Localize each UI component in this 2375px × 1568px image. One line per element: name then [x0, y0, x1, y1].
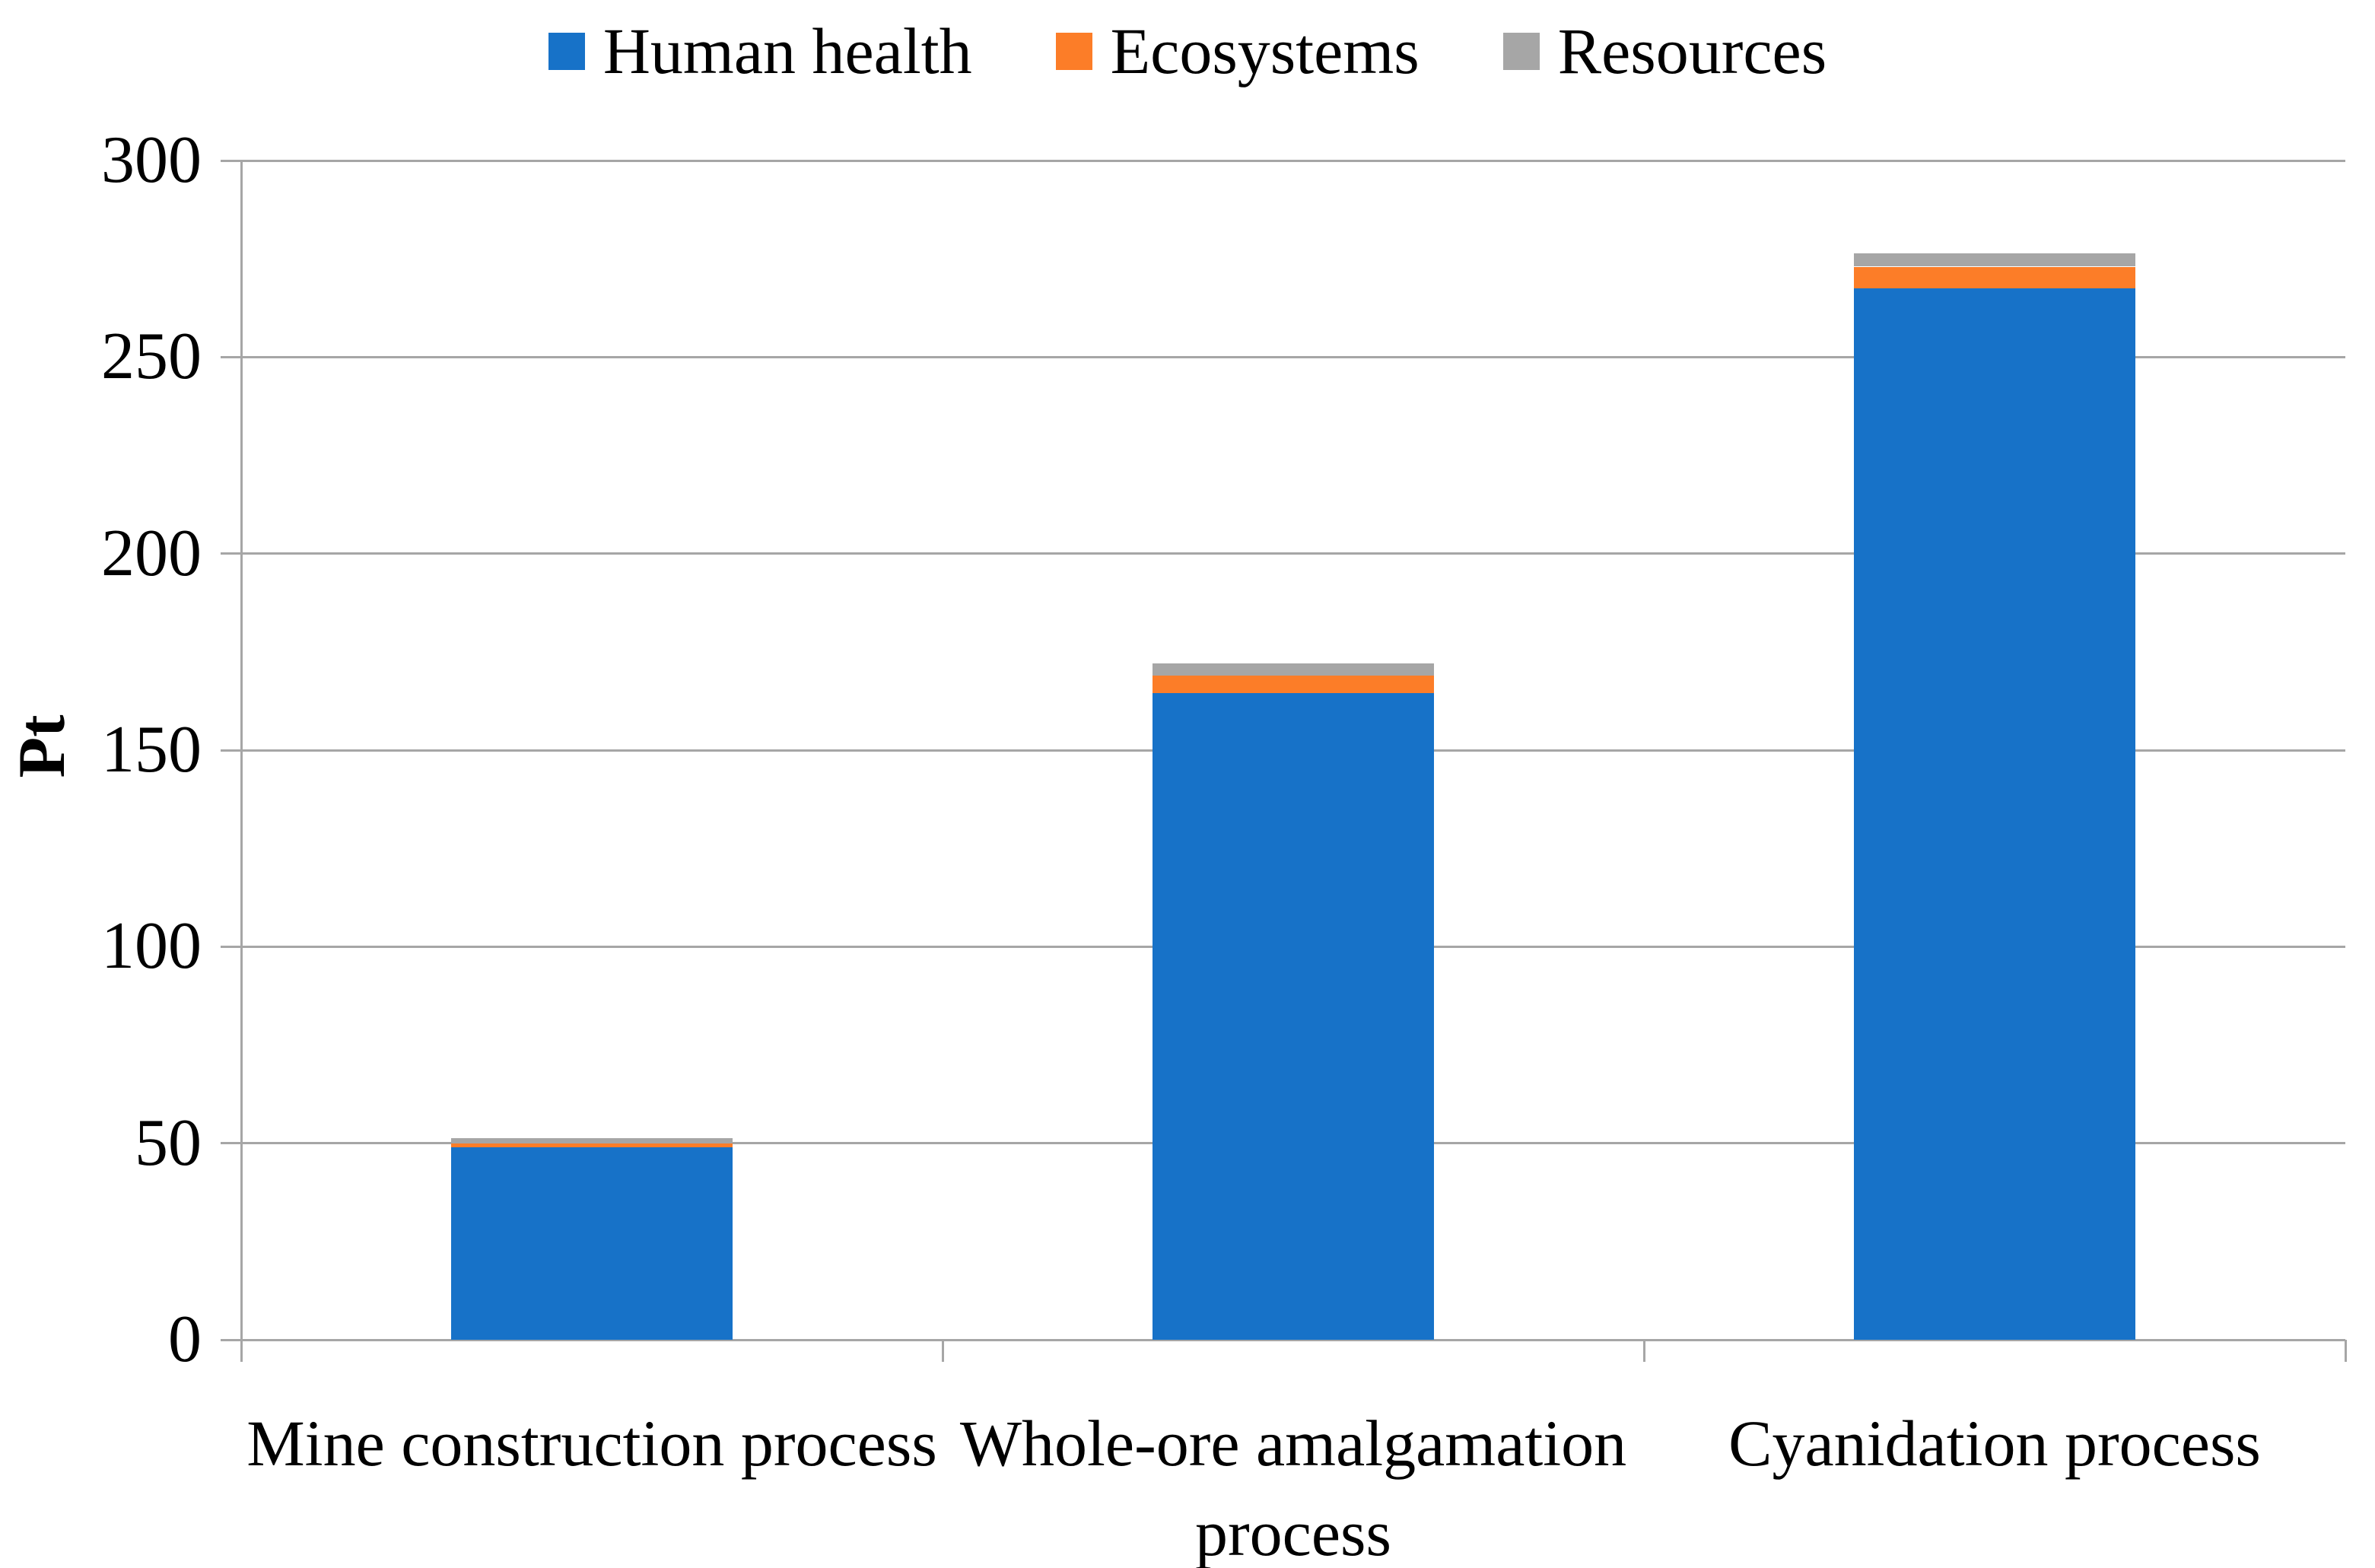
chart-legend: Human health Ecosystems Resources — [0, 18, 2375, 84]
bar-segment-human-health-cat3 — [1854, 288, 2135, 1340]
y-tick-label-300: 300 — [101, 123, 202, 197]
legend-item-ecosystems: Ecosystems — [1055, 14, 1420, 87]
legend-item-resources: Resources — [1502, 14, 1827, 87]
legend-swatch-human-health — [548, 32, 585, 70]
y-tick-label-50: 50 — [135, 1105, 202, 1180]
x-axis-tick — [941, 1340, 944, 1362]
bar-segment-human-health-cat2 — [1153, 693, 1434, 1340]
gridline-0 — [221, 1338, 2345, 1341]
x-category-label-1: Mine construction process — [246, 1407, 937, 1480]
y-tick-label-100: 100 — [101, 909, 202, 984]
legend-label: Resources — [1557, 14, 1827, 87]
y-tick-label-0: 0 — [168, 1302, 202, 1376]
gridline-300 — [221, 159, 2345, 162]
bar-segment-resources-cat2 — [1153, 663, 1434, 676]
bar-segment-human-health-cat1 — [451, 1147, 733, 1340]
bar-segment-ecosystems-cat1 — [451, 1143, 733, 1147]
legend-label: Ecosystems — [1110, 14, 1420, 87]
y-axis-line — [240, 161, 243, 1362]
bar-segment-resources-cat3 — [1854, 253, 2135, 267]
x-category-label-3: Cyanidation process — [1728, 1407, 2261, 1480]
bar-segment-ecosystems-cat3 — [1854, 266, 2135, 288]
y-tick-label-250: 250 — [101, 320, 202, 394]
x-category-label-2: Whole-ore amalgamation process — [959, 1407, 1627, 1568]
legend-label: Human health — [602, 14, 972, 87]
y-tick-label-150: 150 — [101, 713, 202, 787]
bar-segment-resources-cat1 — [451, 1138, 733, 1143]
x-axis-tick — [1642, 1340, 1645, 1362]
legend-item-human-health: Human health — [548, 18, 972, 84]
x-axis-tick — [2344, 1340, 2347, 1362]
bar-segment-ecosystems-cat2 — [1153, 675, 1434, 694]
x-axis-tick — [240, 1340, 243, 1362]
y-axis-title: Pt — [5, 714, 79, 778]
gridline-200 — [221, 552, 2345, 555]
legend-swatch-ecosystems — [1055, 32, 1092, 70]
legend-swatch-resources — [1502, 32, 1540, 70]
gridline-250 — [221, 355, 2345, 358]
y-tick-label-200: 200 — [101, 516, 202, 590]
